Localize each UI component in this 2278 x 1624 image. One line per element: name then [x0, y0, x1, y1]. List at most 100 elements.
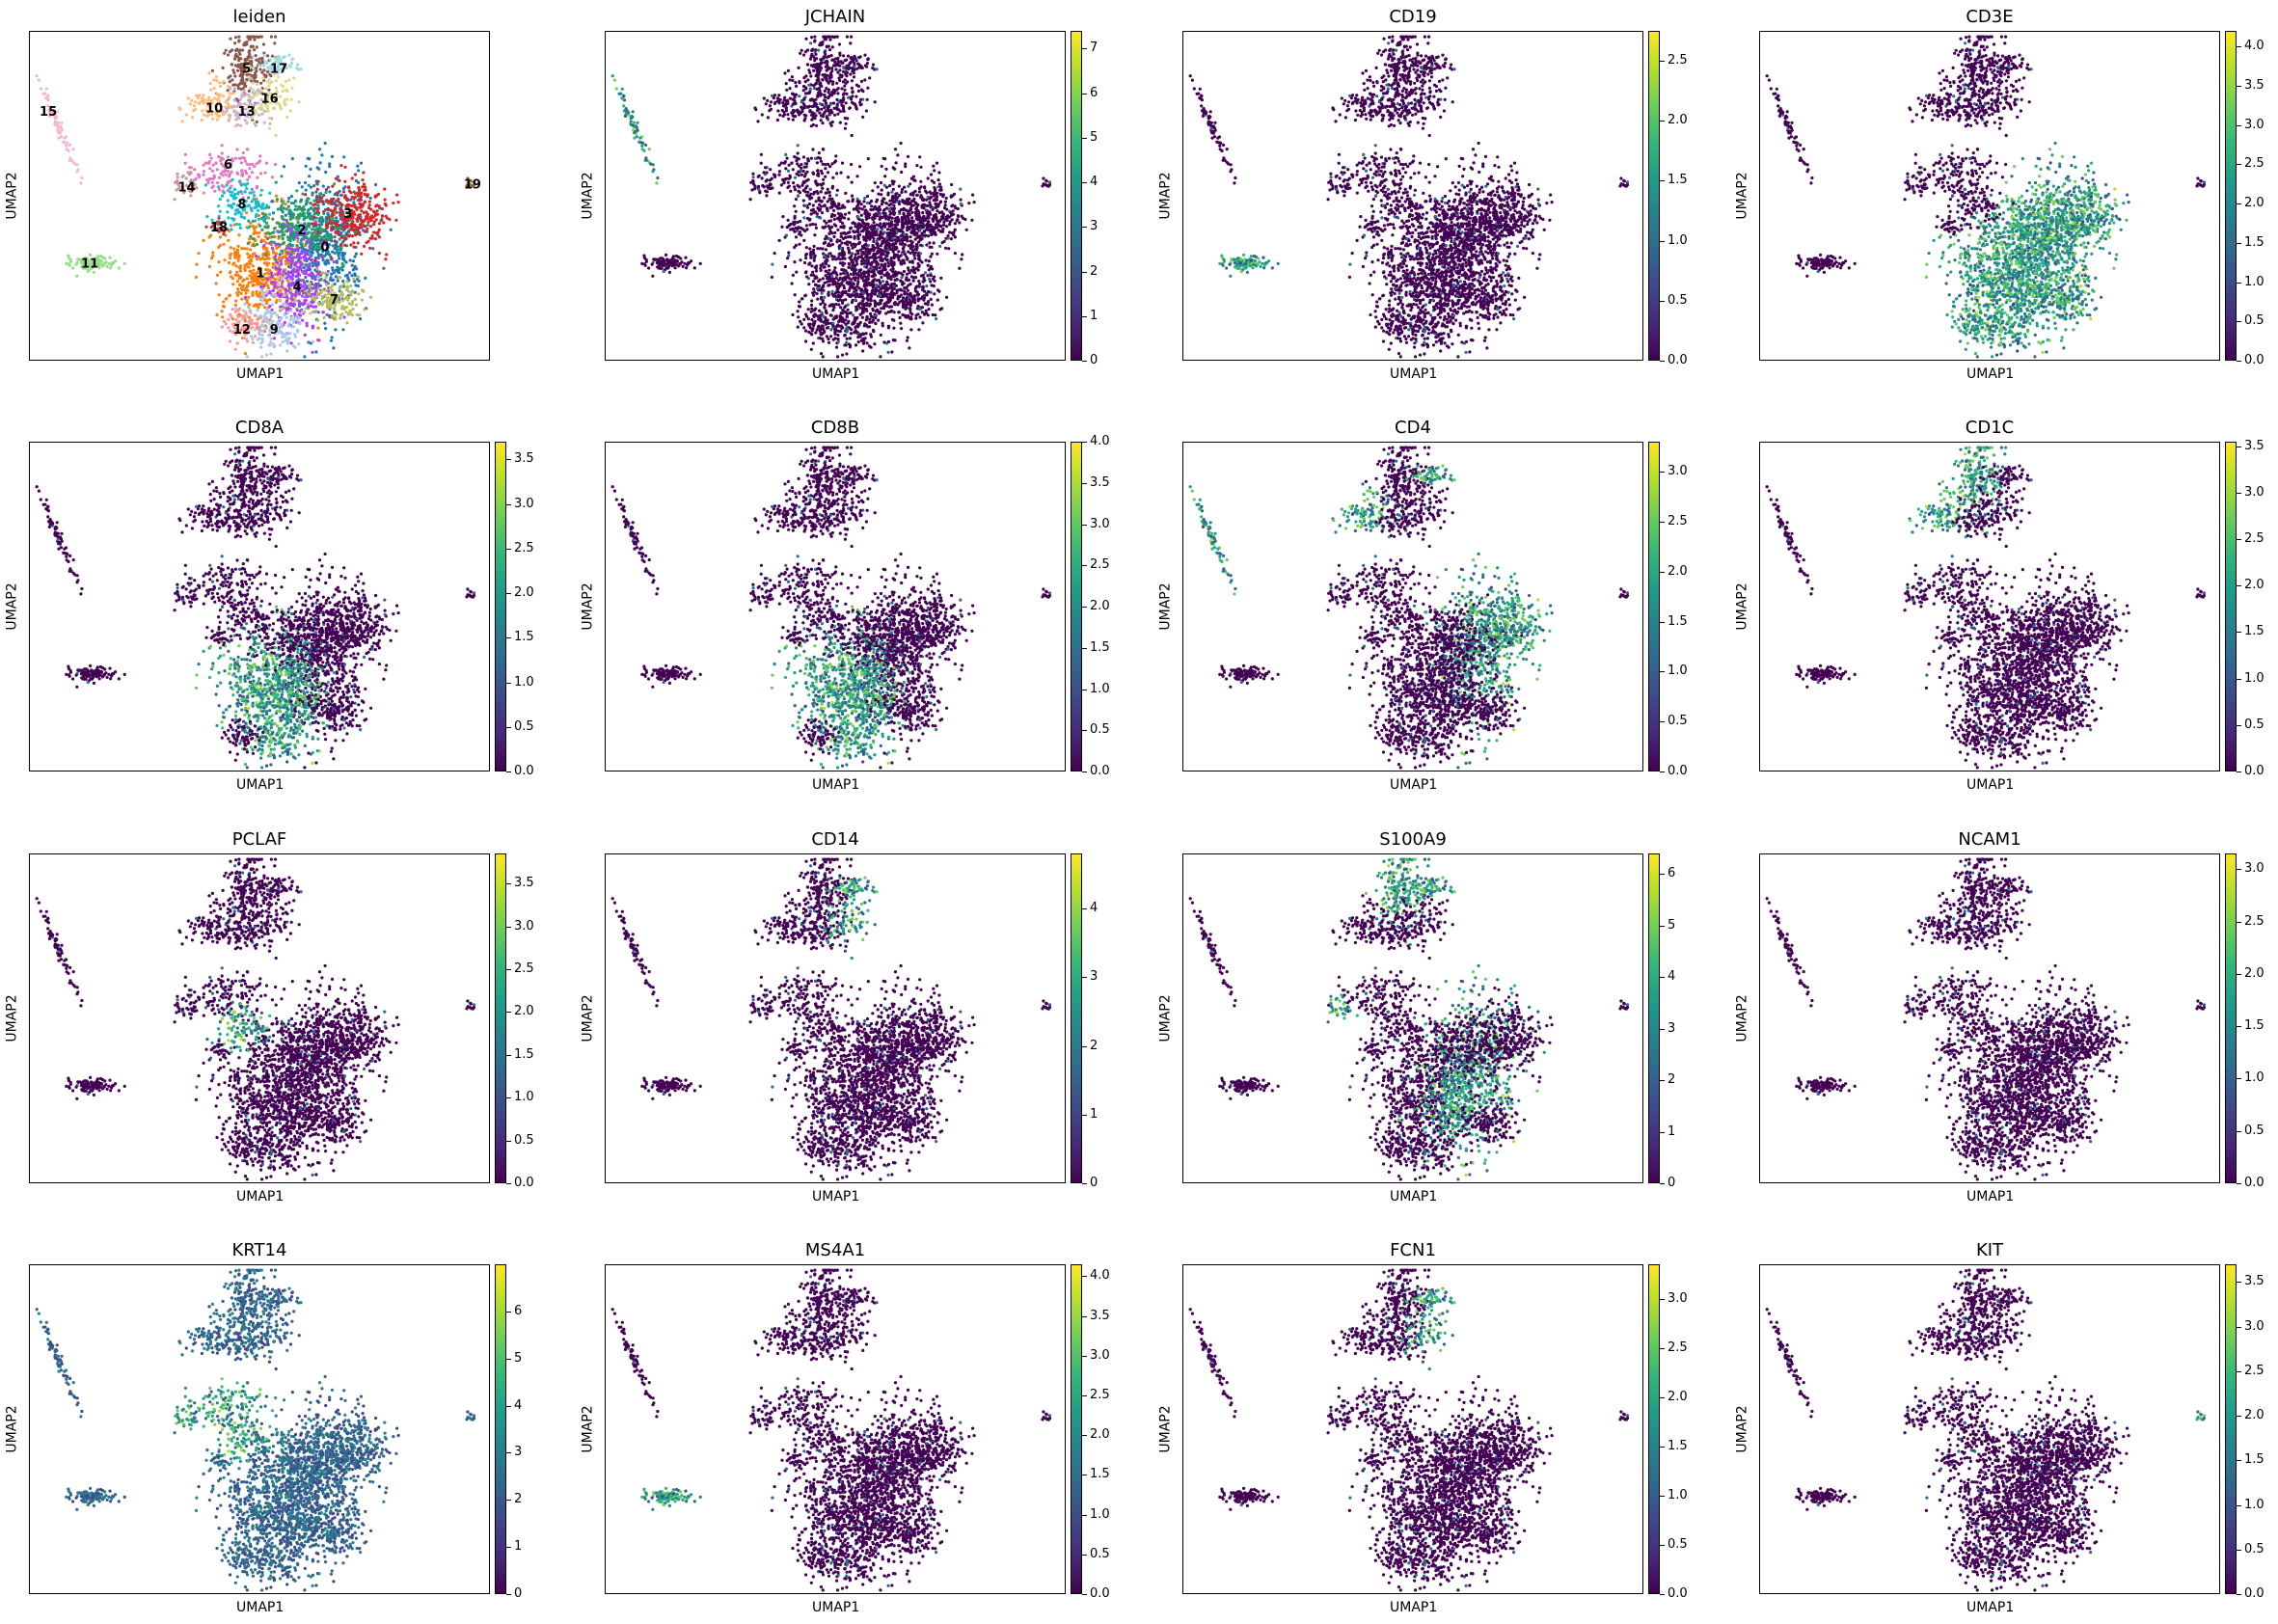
cell-point: [292, 320, 296, 324]
cell-point: [841, 231, 845, 235]
cell-point: [35, 74, 39, 78]
cell-point: [332, 260, 336, 264]
cell-point: [266, 66, 270, 69]
cell-point: [283, 165, 286, 169]
cell-point: [261, 203, 265, 207]
cell-point: [283, 312, 286, 316]
cell-point: [81, 264, 85, 268]
cell-point: [259, 345, 263, 349]
cell-point: [340, 203, 344, 206]
cell-point: [335, 216, 339, 220]
cell-point: [253, 102, 257, 106]
cell-point: [888, 184, 892, 188]
cell-point: [933, 216, 936, 220]
cell-point: [218, 235, 223, 239]
cell-point: [310, 280, 313, 284]
cell-point: [223, 319, 227, 323]
cell-point: [286, 284, 290, 288]
cell-point: [259, 240, 263, 244]
cell-point: [240, 172, 245, 176]
cell-point: [316, 227, 320, 230]
cell-point: [315, 267, 319, 271]
cell-point: [857, 206, 861, 210]
cell-point: [886, 261, 890, 265]
cell-point: [873, 292, 877, 296]
cell-point: [234, 333, 238, 337]
cell-point: [228, 186, 232, 190]
cell-point: [217, 216, 221, 220]
cell-point: [936, 191, 939, 195]
cell-point: [229, 224, 232, 228]
cell-point: [264, 87, 268, 91]
cell-point: [251, 284, 255, 287]
cell-point: [927, 229, 932, 232]
cell-point: [964, 228, 968, 231]
cell-point: [193, 168, 197, 172]
cell-point: [849, 255, 854, 258]
cell-point: [328, 278, 333, 282]
cell-point: [881, 156, 885, 160]
cell-point: [274, 293, 278, 298]
cell-point: [253, 165, 257, 169]
cell-point: [285, 257, 289, 260]
cell-point: [358, 213, 362, 217]
cell-point: [60, 121, 64, 124]
cell-point: [935, 218, 939, 223]
cell-point: [239, 123, 243, 127]
cell-point: [316, 326, 320, 330]
cell-point: [247, 106, 251, 110]
cell-point: [231, 177, 234, 181]
cell-point: [266, 286, 270, 290]
cell-point: [924, 258, 928, 262]
cell-point: [823, 295, 827, 299]
cell-point: [260, 339, 264, 343]
cell-point: [896, 153, 900, 157]
cell-point: [321, 271, 325, 275]
cell-point: [229, 329, 232, 333]
cell-point: [356, 241, 360, 245]
cell-point: [856, 228, 860, 231]
cell-point: [345, 297, 349, 301]
cell-point: [299, 230, 303, 234]
cell-point: [812, 287, 816, 291]
cell-point: [865, 341, 869, 345]
cell-point: [229, 165, 232, 169]
cell-point: [246, 314, 250, 318]
cell-point: [217, 185, 221, 189]
cell-point: [931, 207, 935, 211]
cell-point: [238, 269, 242, 273]
cell-point: [231, 48, 234, 52]
cell-point: [195, 262, 199, 266]
cell-point: [327, 292, 331, 296]
cell-point: [952, 192, 957, 196]
cell-point: [258, 276, 262, 281]
cell-point: [256, 321, 259, 325]
cell-point: [906, 336, 909, 339]
cell-point: [882, 183, 886, 187]
cell-point: [269, 74, 273, 78]
cell-point: [271, 217, 275, 221]
cell-point: [925, 198, 929, 202]
cell-point: [827, 293, 830, 297]
cell-point: [263, 234, 267, 239]
cell-point: [316, 282, 320, 285]
cell-point: [265, 203, 269, 207]
cell-point: [243, 288, 247, 292]
cell-point: [950, 182, 954, 187]
cell-point: [357, 279, 361, 283]
cell-point: [273, 284, 277, 288]
cell-point: [252, 95, 256, 98]
cell-point: [354, 252, 358, 256]
cell-point: [243, 266, 247, 270]
cell-point: [334, 221, 338, 225]
cell-point: [906, 235, 909, 239]
cell-point: [880, 225, 883, 229]
cell-point: [244, 286, 248, 290]
cell-point: [807, 262, 811, 266]
cell-point: [269, 314, 273, 318]
cell-point: [246, 181, 250, 185]
cluster-label: 2: [297, 224, 306, 238]
cell-point: [231, 202, 235, 206]
cell-point: [856, 215, 860, 219]
cell-point: [468, 182, 472, 187]
